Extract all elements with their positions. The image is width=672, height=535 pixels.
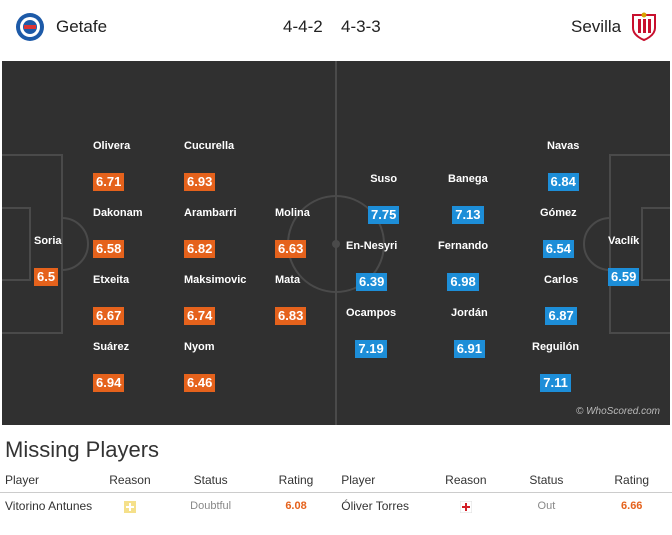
away-player[interactable]: Ocampos 7.19 bbox=[346, 307, 396, 358]
player-name: Jordán bbox=[451, 307, 488, 319]
missing-players-table: Player Reason Status Rating Player Reaso… bbox=[0, 468, 672, 519]
player-rating: 6.87 bbox=[545, 307, 577, 325]
home-formation: 4-4-2 bbox=[283, 17, 323, 36]
player-name: Banega bbox=[448, 173, 488, 185]
home-player[interactable]: Molina 6.63 bbox=[275, 207, 345, 258]
player-name: Suárez bbox=[93, 341, 130, 353]
player-name: En-Nesyri bbox=[346, 240, 398, 252]
player-name: Olivera bbox=[93, 140, 131, 152]
player-name: Etxeita bbox=[93, 274, 130, 286]
player-rating: 6.58 bbox=[93, 240, 125, 258]
home-player[interactable]: Nyom 6.46 bbox=[184, 341, 254, 392]
away-team-name[interactable]: Sevilla bbox=[571, 17, 622, 36]
home-team-name[interactable]: Getafe bbox=[56, 17, 108, 36]
col-header-reason: Reason bbox=[94, 468, 166, 493]
player-name: Nyom bbox=[184, 341, 215, 353]
doubtful-cross-icon[interactable] bbox=[123, 500, 136, 513]
whoscored-watermark: © WhoScored.com bbox=[575, 406, 660, 417]
missing-rating: 6.66 bbox=[621, 500, 643, 512]
player-name: Maksimovic bbox=[184, 274, 247, 286]
home-player[interactable]: Arambarri 6.82 bbox=[184, 207, 254, 258]
col-header-player: Player bbox=[0, 468, 95, 493]
table-row: Vitorino Antunes Doubtful 6.08 Óliver To… bbox=[0, 493, 672, 520]
player-rating: 6.54 bbox=[542, 240, 574, 258]
player-name: Navas bbox=[547, 140, 580, 152]
match-header: Getafe 4-4-2 4-3-3 Sevilla bbox=[0, 0, 672, 58]
player-rating: 7.19 bbox=[355, 340, 387, 358]
player-rating: 6.93 bbox=[184, 173, 216, 191]
player-name: Ocampos bbox=[346, 307, 397, 319]
player-rating: 7.75 bbox=[368, 206, 400, 224]
missing-status: Out bbox=[537, 500, 556, 512]
player-name: Vaclík bbox=[608, 235, 640, 247]
player-rating: 6.98 bbox=[447, 273, 479, 291]
sevilla-crest-icon bbox=[632, 12, 656, 42]
player-rating: 6.91 bbox=[453, 340, 485, 358]
missing-status: Doubtful bbox=[190, 500, 232, 512]
home-player[interactable]: Soria 6.5 bbox=[34, 235, 104, 286]
missing-player-name[interactable]: Óliver Torres bbox=[341, 499, 410, 513]
player-name: Carlos bbox=[544, 274, 579, 286]
away-player[interactable]: Reguilón 7.11 bbox=[532, 341, 579, 392]
player-name: Reguilón bbox=[532, 341, 580, 353]
player-rating: 6.71 bbox=[93, 173, 125, 191]
col-header-reason: Reason bbox=[430, 468, 502, 493]
col-header-rating: Rating bbox=[591, 468, 672, 493]
player-rating: 6.82 bbox=[184, 240, 216, 258]
player-rating: 6.46 bbox=[184, 374, 216, 392]
player-rating: 6.84 bbox=[547, 173, 579, 191]
away-formation: 4-3-3 bbox=[341, 17, 381, 36]
player-rating: 6.63 bbox=[275, 240, 307, 258]
home-player[interactable]: Cucurella 6.93 bbox=[184, 140, 254, 191]
missing-players-title: Missing Players bbox=[5, 437, 160, 462]
reason-cell bbox=[94, 493, 165, 520]
player-name: Soria bbox=[34, 235, 62, 247]
player-rating: 7.11 bbox=[540, 374, 571, 392]
missing-rating: 6.08 bbox=[285, 500, 307, 512]
home-player[interactable]: Olivera 6.71 bbox=[93, 140, 163, 191]
player-name: Cucurella bbox=[184, 140, 235, 152]
col-header-status: Status bbox=[501, 468, 592, 493]
col-header-status: Status bbox=[165, 468, 256, 493]
player-name: Arambarri bbox=[184, 207, 237, 219]
missing-player-name[interactable]: Vitorino Antunes bbox=[5, 499, 93, 513]
table-header-row: Player Reason Status Rating Player Reaso… bbox=[0, 468, 672, 493]
player-rating: 7.13 bbox=[452, 206, 484, 224]
away-player[interactable]: Banega 7.13 bbox=[448, 173, 488, 224]
away-player[interactable]: Carlos 6.87 bbox=[544, 274, 578, 325]
col-header-rating: Rating bbox=[255, 468, 337, 493]
player-rating: 6.39 bbox=[356, 273, 388, 291]
player-rating: 6.5 bbox=[34, 268, 59, 286]
home-player[interactable]: Dakonam 6.58 bbox=[93, 207, 163, 258]
home-player[interactable]: Maksimovic 6.74 bbox=[184, 274, 254, 325]
away-player[interactable]: Jordán 6.91 bbox=[451, 307, 488, 358]
player-name: Mata bbox=[275, 274, 301, 286]
away-player[interactable]: Navas 6.84 bbox=[547, 140, 579, 191]
away-player[interactable]: Vaclík 6.59 bbox=[608, 235, 640, 286]
player-rating: 6.67 bbox=[93, 307, 125, 325]
getafe-crest-icon bbox=[16, 13, 44, 41]
player-name: Gómez bbox=[540, 207, 577, 219]
home-player[interactable]: Etxeita 6.67 bbox=[93, 274, 163, 325]
player-rating: 6.83 bbox=[275, 307, 307, 325]
injury-cross-icon[interactable] bbox=[459, 500, 472, 513]
away-player[interactable]: Gómez 6.54 bbox=[540, 207, 577, 258]
home-player[interactable]: Mata 6.83 bbox=[275, 274, 345, 325]
player-name: Molina bbox=[275, 207, 310, 219]
player-name: Dakonam bbox=[93, 207, 143, 219]
player-rating: 6.59 bbox=[608, 268, 640, 286]
pitch: Soria 6.5 Olivera 6.71 Dakonam 6.58 Etxeita 6.6… bbox=[2, 61, 670, 425]
col-header-player: Player bbox=[336, 468, 431, 493]
player-rating: 6.94 bbox=[93, 374, 125, 392]
away-player[interactable]: Fernando 6.98 bbox=[438, 240, 488, 291]
player-name: Fernando bbox=[438, 240, 489, 252]
away-player[interactable]: Suso 7.75 bbox=[368, 173, 400, 224]
reason-cell bbox=[430, 493, 501, 520]
away-player[interactable]: En-Nesyri 6.39 bbox=[346, 240, 397, 291]
player-rating: 6.74 bbox=[184, 307, 216, 325]
home-player[interactable]: Suárez 6.94 bbox=[93, 341, 163, 392]
player-name: Suso bbox=[370, 173, 398, 185]
